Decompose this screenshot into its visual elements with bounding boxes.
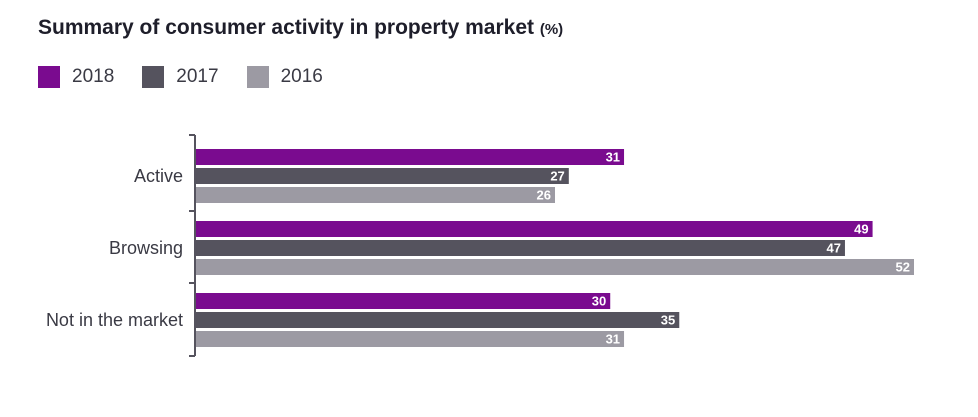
legend-item-2018: 2018 [38,66,114,88]
legend-label-2016: 2016 [280,66,323,87]
bar-active-2017 [196,168,569,184]
chart-title-unit: (%) [539,21,564,38]
legend-label-2018: 2018 [72,66,115,87]
data-label-not-in-the-market-2017: 35 [661,313,675,328]
legend: 2018 2017 2016 [38,66,323,88]
data-label-not-in-the-market-2016: 31 [606,332,620,347]
bar-browsing-2017 [196,240,845,256]
data-label-active-2018: 31 [606,150,620,165]
bar-browsing-2016 [196,259,914,275]
legend-item-2017: 2017 [142,66,219,88]
bar-active-2018 [196,149,625,165]
legend-swatch-2016 [246,66,269,88]
legend-swatch-2018 [38,66,60,88]
data-label-browsing-2016: 52 [896,260,910,275]
category-label-not-in-the-market: Not in the market [46,310,183,330]
data-label-active-2016: 26 [537,188,551,203]
data-label-active-2017: 27 [550,169,564,184]
category-label-active: Active [134,166,183,186]
legend-label-2017: 2017 [176,66,219,87]
bar-not-in-the-market-2016 [196,331,625,347]
legend-swatch-2017 [142,66,165,88]
bar-active-2016 [196,187,555,203]
category-label-browsing: Browsing [109,238,183,258]
bar-not-in-the-market-2017 [196,312,680,328]
bar-not-in-the-market-2018 [196,293,611,309]
data-label-not-in-the-market-2018: 30 [592,294,606,309]
chart-title-text: Summary of consumer activity in property… [38,16,534,39]
chart-title: Summary of consumer activity in property… [38,16,563,40]
legend-item-2016: 2016 [246,66,323,88]
data-label-browsing-2017: 47 [826,241,840,256]
bar-browsing-2018 [196,221,873,237]
data-label-browsing-2018: 49 [854,222,868,237]
